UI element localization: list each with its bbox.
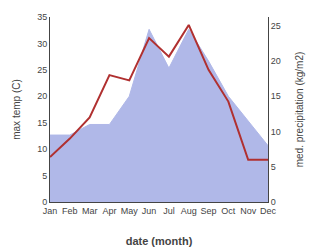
svg-text:Dec: Dec bbox=[260, 206, 277, 216]
svg-text:Feb: Feb bbox=[62, 206, 78, 216]
svg-text:Apr: Apr bbox=[102, 206, 116, 216]
svg-text:15: 15 bbox=[271, 91, 281, 101]
svg-text:5: 5 bbox=[271, 162, 276, 172]
svg-text:25: 25 bbox=[271, 21, 281, 31]
svg-text:Nov: Nov bbox=[240, 206, 257, 216]
svg-text:Aug: Aug bbox=[181, 206, 197, 216]
svg-text:max temp (C): max temp (C) bbox=[11, 79, 22, 140]
svg-text:0: 0 bbox=[271, 197, 276, 207]
svg-text:Mar: Mar bbox=[82, 206, 98, 216]
svg-text:10: 10 bbox=[271, 127, 281, 137]
svg-text:20: 20 bbox=[37, 91, 47, 101]
svg-text:Jan: Jan bbox=[43, 206, 58, 216]
svg-text:Oct: Oct bbox=[221, 206, 236, 216]
svg-text:May: May bbox=[121, 206, 139, 216]
svg-text:5: 5 bbox=[42, 171, 47, 181]
svg-text:25: 25 bbox=[37, 65, 47, 75]
svg-text:Sep: Sep bbox=[201, 206, 217, 216]
svg-text:Jul: Jul bbox=[163, 206, 175, 216]
svg-text:med. precipitation (kg/m2): med. precipitation (kg/m2) bbox=[294, 52, 305, 168]
svg-text:0: 0 bbox=[42, 197, 47, 207]
svg-text:20: 20 bbox=[271, 56, 281, 66]
svg-text:Jun: Jun bbox=[142, 206, 157, 216]
svg-text:date (month): date (month) bbox=[126, 235, 193, 247]
svg-text:10: 10 bbox=[37, 144, 47, 154]
svg-text:15: 15 bbox=[37, 118, 47, 128]
svg-text:30: 30 bbox=[37, 39, 47, 49]
svg-text:35: 35 bbox=[37, 12, 47, 22]
